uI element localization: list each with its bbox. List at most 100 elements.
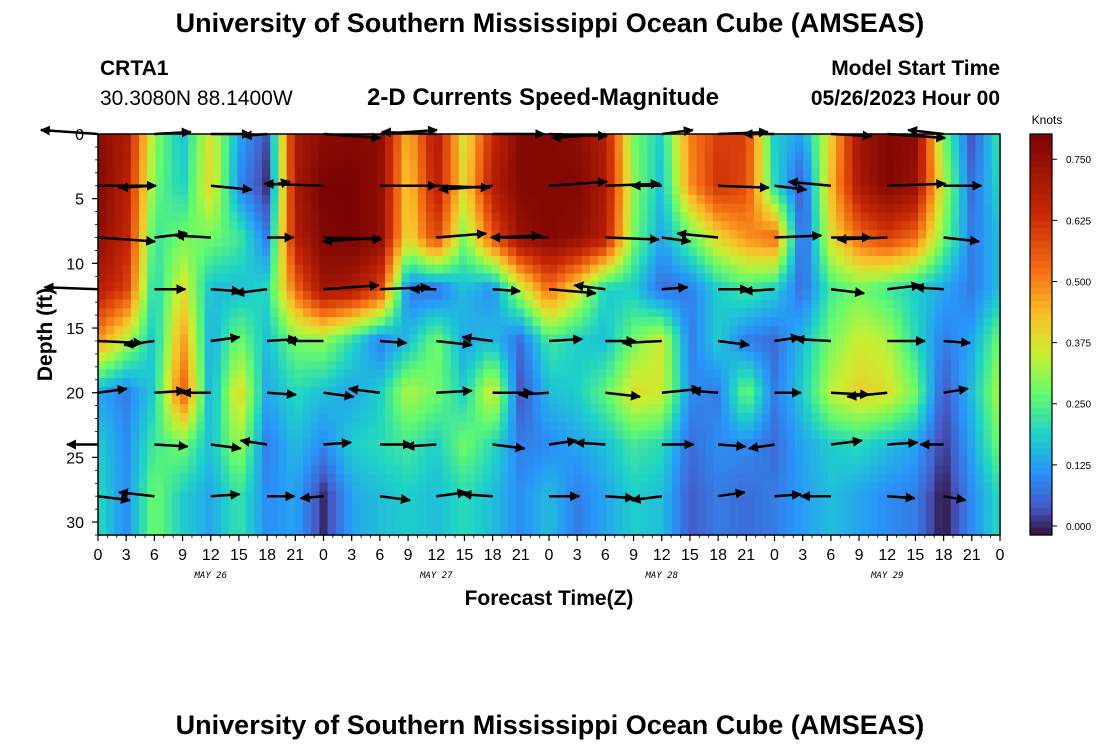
heatmap-cell	[598, 334, 607, 344]
heatmap-cell	[762, 456, 771, 466]
heatmap-cell	[180, 500, 189, 510]
heatmap-cell	[967, 508, 976, 519]
heatmap-cell	[385, 351, 394, 362]
heatmap-cell	[778, 360, 788, 370]
heatmap-cell	[844, 317, 853, 327]
heatmap-cell	[540, 360, 550, 370]
heatmap-cell	[745, 447, 755, 458]
heatmap-cell	[516, 247, 525, 257]
heatmap-cell	[98, 395, 107, 405]
heatmap-cell	[557, 447, 566, 458]
heatmap-cell	[516, 160, 525, 170]
heatmap-cell	[360, 482, 370, 493]
heatmap-cell	[844, 186, 853, 196]
heatmap-cell	[532, 264, 542, 275]
heatmap-cell	[901, 351, 911, 362]
heatmap-cell	[655, 299, 665, 309]
heatmap-cell	[942, 195, 952, 205]
heatmap-cell	[114, 378, 124, 388]
heatmap-cell	[532, 386, 542, 397]
heatmap-cell	[368, 491, 378, 501]
heatmap-cell	[942, 378, 952, 388]
heatmap-cell	[975, 290, 985, 301]
heatmap-cell	[114, 151, 124, 161]
heatmap-cell	[499, 151, 509, 161]
heatmap-cell	[573, 151, 583, 161]
heatmap-cell	[130, 142, 140, 153]
heatmap-cell	[975, 212, 985, 222]
heatmap-cell	[483, 168, 493, 179]
heatmap-cell	[467, 412, 476, 423]
heatmap-cell	[114, 360, 124, 370]
heatmap-cell	[991, 517, 1001, 527]
heatmap-cell	[114, 526, 124, 536]
heatmap-cell	[631, 430, 640, 440]
heatmap-cell	[959, 325, 968, 336]
heatmap-cell	[909, 160, 919, 170]
heatmap-cell	[114, 517, 124, 527]
heatmap-cell	[130, 343, 140, 353]
heatmap-cell	[696, 282, 706, 292]
heatmap-cell	[147, 351, 156, 362]
heatmap-cell	[114, 456, 124, 466]
heatmap-cell	[139, 430, 148, 440]
heatmap-cell	[237, 334, 247, 344]
heatmap-cell	[401, 186, 411, 196]
heatmap-cell	[950, 491, 960, 501]
heatmap-cell	[868, 421, 878, 431]
heatmap-cell	[286, 203, 296, 214]
heatmap-cell	[278, 195, 288, 205]
heatmap-cell	[106, 395, 115, 405]
heatmap-cell	[622, 299, 632, 309]
heatmap-cell	[901, 334, 911, 344]
heatmap-cell	[540, 186, 550, 196]
heatmap-cell	[622, 256, 632, 266]
heatmap-cell	[409, 351, 419, 362]
heatmap-cell	[303, 177, 312, 187]
heatmap-cell	[237, 473, 247, 484]
heatmap-cell	[360, 264, 370, 275]
heatmap-cell	[98, 273, 107, 283]
heatmap-cell	[278, 282, 288, 292]
heatmap-cell	[417, 142, 427, 153]
heatmap-cell	[737, 168, 747, 179]
heatmap-cell	[147, 447, 156, 458]
heatmap-cell	[270, 177, 279, 187]
heatmap-cell	[508, 369, 517, 379]
heatmap-cell	[590, 334, 599, 344]
heatmap-cell	[262, 247, 271, 257]
heatmap-cell	[622, 343, 632, 353]
heatmap-cell	[352, 168, 361, 179]
heatmap-cell	[655, 500, 665, 510]
heatmap-cell	[754, 343, 763, 353]
heatmap-cell	[188, 360, 197, 370]
heatmap-cell	[836, 360, 845, 370]
heatmap-cell	[475, 447, 484, 458]
heatmap-cell	[581, 500, 591, 510]
heatmap-cell	[959, 395, 968, 405]
heatmap-cell	[393, 212, 402, 222]
heatmap-cell	[803, 299, 812, 309]
heatmap-cell	[819, 134, 829, 144]
heatmap-cell	[499, 369, 509, 379]
heatmap-cell	[713, 334, 722, 344]
heatmap-cell	[786, 369, 796, 379]
heatmap-cell	[524, 360, 534, 370]
heatmap-cell	[573, 508, 583, 519]
heatmap-cell	[647, 264, 657, 275]
heatmap-cell	[475, 221, 484, 231]
heatmap-cell	[442, 282, 452, 292]
heatmap-cell	[426, 386, 435, 397]
heatmap-cell	[598, 491, 607, 501]
heatmap-cell	[557, 386, 566, 397]
heatmap-cell	[122, 378, 132, 388]
heatmap-cell	[918, 212, 927, 222]
heatmap-cell	[344, 221, 353, 231]
heatmap-cell	[409, 290, 419, 301]
heatmap-cell	[795, 351, 804, 362]
heatmap-cell	[204, 212, 214, 222]
heatmap-cell	[417, 500, 427, 510]
heatmap-cell	[540, 203, 550, 214]
heatmap-cell	[270, 229, 279, 240]
heatmap-cell	[778, 317, 788, 327]
